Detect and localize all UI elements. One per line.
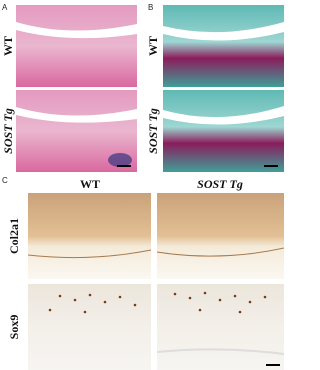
micrograph (27, 193, 284, 370)
column-label: SOST Tg (197, 177, 243, 191)
panel-label: B (148, 3, 153, 12)
micrograph (16, 5, 137, 172)
figure: A WT SOST Tg B WT SOST Tg C WT SOST Tg (1, 3, 284, 370)
row-label: WT (146, 36, 160, 56)
row-label: Sox9 (7, 315, 21, 340)
panel-label: A (2, 3, 8, 12)
micrograph (163, 5, 284, 172)
panel-label: C (2, 176, 8, 185)
row-label: WT (1, 36, 15, 56)
row-label: Col2a1 (7, 218, 21, 254)
row-label: SOST Tg (1, 108, 15, 154)
column-label: WT (80, 177, 100, 191)
row-label: SOST Tg (146, 108, 160, 154)
